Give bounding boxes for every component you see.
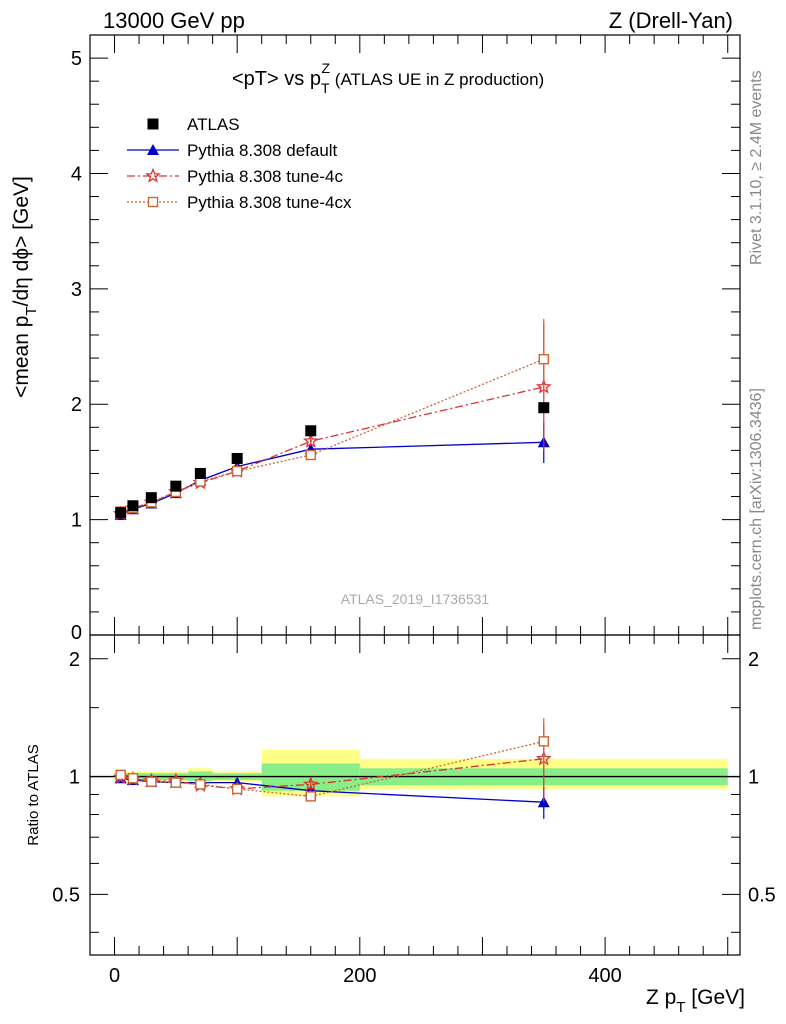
main-ylabel: <mean pT/dη dϕ> [GeV] xyxy=(10,176,40,398)
y-tick-label: 5 xyxy=(71,48,82,70)
ratio-series-line xyxy=(120,740,544,798)
main-title: <pT> vs pTZ (ATLAS UE in Z production) xyxy=(232,60,544,96)
y-tick-label-zero: 0 xyxy=(71,622,82,644)
main-title-text: <pT> vs p xyxy=(232,68,321,90)
ratio-data-point xyxy=(305,791,316,802)
legend-label: Pythia 8.308 tune-4c xyxy=(187,167,343,186)
legend-marker xyxy=(145,167,161,183)
rivet-label: Rivet 3.1.10, ≥ 2.4M events xyxy=(748,70,765,265)
x-axis-label-text: Z p xyxy=(646,986,676,1009)
header-right: Z (Drell-Yan) xyxy=(609,8,733,33)
ratio-data-point xyxy=(195,779,206,790)
ratio-plot-area: 0.5 0.5 1 1 2 2 0 200 400 xyxy=(52,634,776,987)
mcplots-label: mcplots.cern.ch [arXiv:1306.3436] xyxy=(748,388,765,630)
data-point xyxy=(305,449,316,461)
ratio-data-point xyxy=(231,783,243,795)
main-ylabel-rest: /dη dϕ> [GeV] xyxy=(10,176,33,306)
legend: ATLAS Pythia 8.308 default Pythia 8.308 tu… xyxy=(127,115,352,212)
ratio-y-tick-label-right: 2 xyxy=(748,649,759,671)
data-point xyxy=(538,354,549,365)
ratio-ylabel: Ratio to ATLAS xyxy=(25,744,42,845)
legend-marker xyxy=(147,196,159,208)
data-point xyxy=(538,402,550,414)
x-axis-label-sub: T xyxy=(676,999,685,1016)
x-axis-label-rest: [GeV] xyxy=(685,986,745,1009)
main-title-rest: (ATLAS UE in Z production) xyxy=(330,70,544,89)
ratio-data-point xyxy=(127,773,139,784)
series-line xyxy=(120,441,544,516)
x-tick-label: 200 xyxy=(343,965,376,987)
ratio-y-tick-label-right: 1 xyxy=(748,767,759,789)
ratio-data-point xyxy=(115,769,126,781)
x-tick-label: 400 xyxy=(588,965,621,987)
data-point xyxy=(194,467,206,479)
x-axis-label: Z pT [GeV] xyxy=(646,986,745,1016)
ratio-y-tick-label-left: 0.5 xyxy=(52,884,80,906)
legend-label: Pythia 8.308 default xyxy=(187,141,338,160)
data-point xyxy=(231,452,243,464)
header-left: 13000 GeV pp xyxy=(103,8,245,33)
legend-marker xyxy=(147,118,159,130)
watermark: ATLAS_2019_I1736531 xyxy=(341,591,490,607)
main-title-sub: T xyxy=(321,80,330,96)
main-plot-area: 1 2 3 4 5 0 xyxy=(71,34,741,644)
x-tick-label: 0 xyxy=(109,965,120,987)
y-tick-label: 1 xyxy=(71,510,82,532)
legend-label: ATLAS xyxy=(187,115,240,134)
y-tick-label: 2 xyxy=(71,394,82,416)
data-point xyxy=(145,492,157,504)
series-line xyxy=(120,386,544,515)
main-ylabel-text: <mean p xyxy=(10,316,33,398)
data-point xyxy=(302,432,319,448)
ratio-data-point xyxy=(146,776,157,787)
ratio-series-pythia-8-308-tune-4cx xyxy=(115,718,549,802)
ratio-y-tick-label-left: 2 xyxy=(69,649,80,671)
data-point xyxy=(170,480,182,492)
ratio-data-point xyxy=(302,776,319,792)
main-ylabel-sub: T xyxy=(23,306,40,315)
legend-label: Pythia 8.308 tune-4cx xyxy=(187,193,352,212)
legend-marker xyxy=(147,144,159,155)
ratio-data-point xyxy=(538,736,549,747)
y-tick-label: 4 xyxy=(71,163,82,185)
data-point xyxy=(305,425,317,437)
series-atlas xyxy=(115,402,550,519)
data-point xyxy=(127,500,139,512)
ratio-y-tick-label-right: 0.5 xyxy=(748,884,776,906)
data-point xyxy=(115,507,127,519)
main-title-sup: Z xyxy=(322,60,331,76)
y-tick-label: 3 xyxy=(71,279,82,301)
ratio-data-point xyxy=(170,777,182,788)
data-point xyxy=(231,465,243,477)
ratio-y-tick-label-left: 1 xyxy=(69,767,80,789)
ratio-frame xyxy=(89,634,741,956)
